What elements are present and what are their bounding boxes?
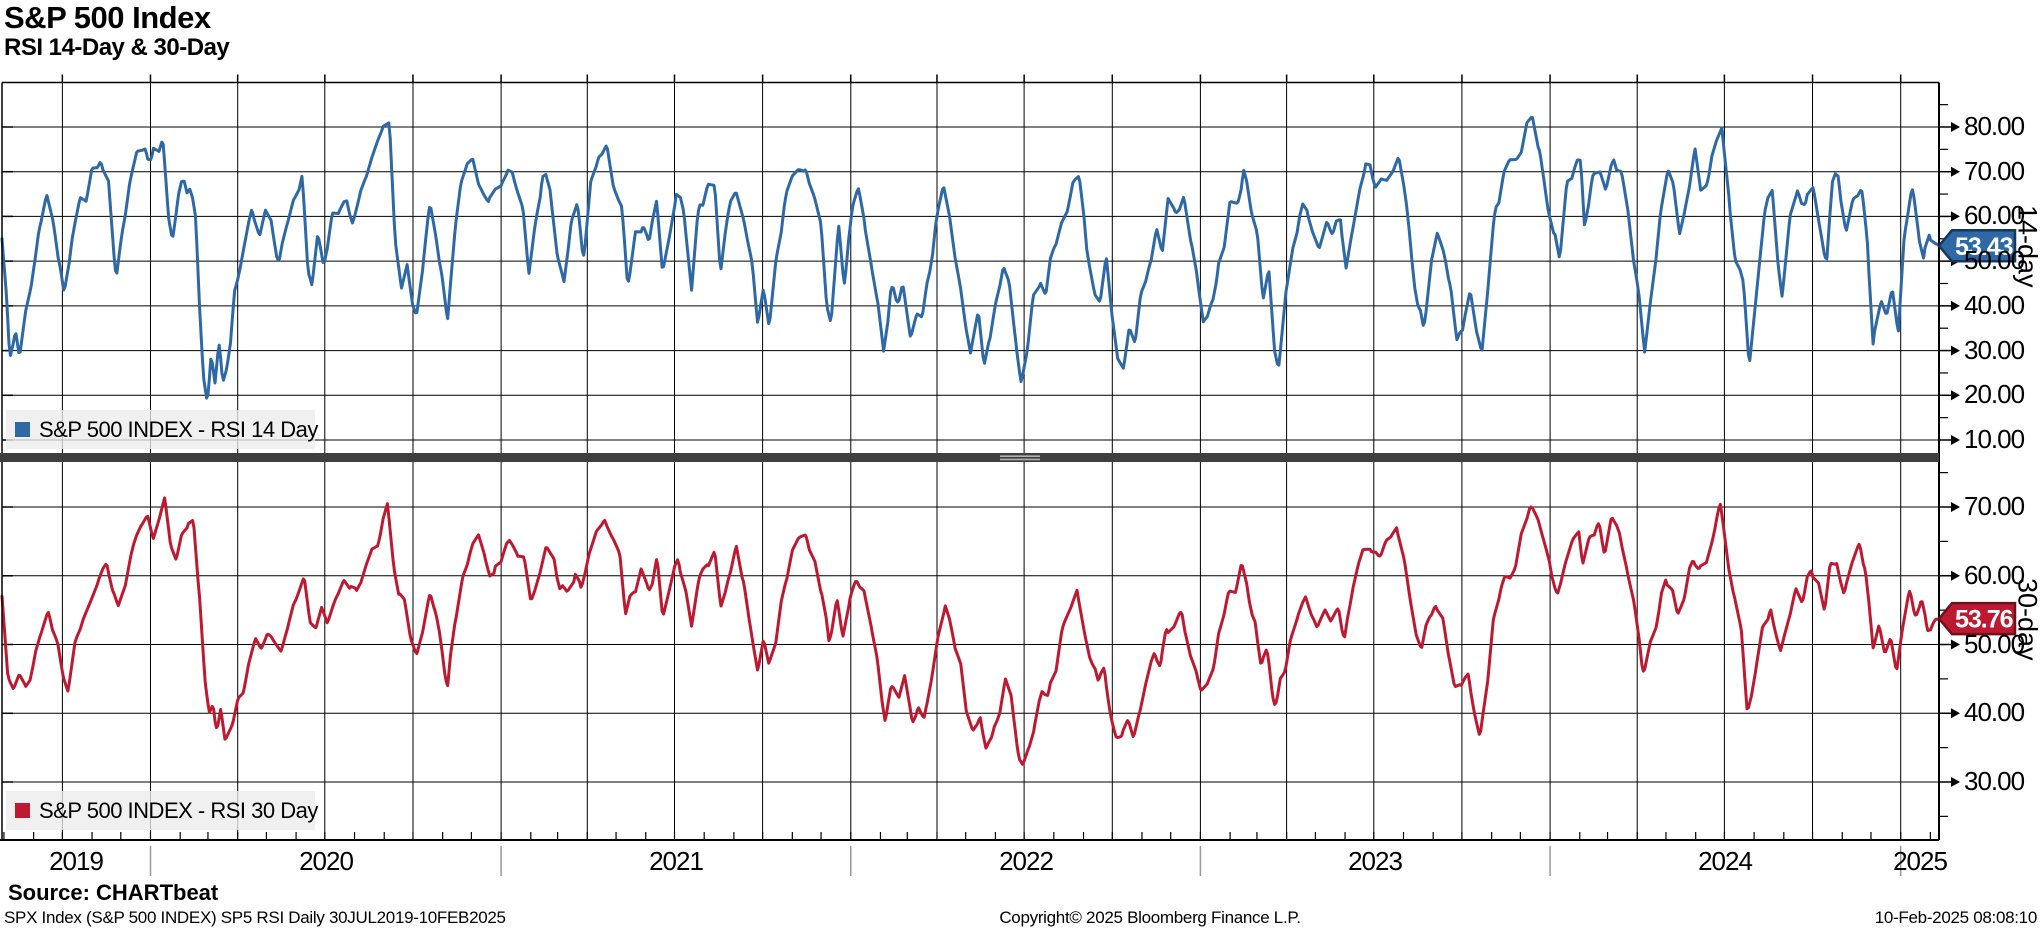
x-axis-year-label: 2020 [299,846,354,876]
value-tag-rsi30: 53.76 [1937,601,2017,636]
y-tick-label-rsi14: 20.00 [1964,379,2025,409]
legend-rsi-14day[interactable]: S&P 500 INDEX - RSI 14 Day [6,410,318,449]
source-note: Source: CHARTbeat [8,880,219,905]
y-tick-label-rsi14: 10.00 [1964,424,2025,454]
separator-grip-handle[interactable] [1000,455,1040,461]
panel-axis-title-rsi30: 30-day [2012,577,2041,661]
x-axis-year-label: 2024 [1698,846,1753,876]
y-tick-label-rsi14: 50.00 [1964,245,2025,275]
legend-label: S&P 500 INDEX - RSI 14 Day [39,416,318,442]
panel-separator [0,453,1939,462]
y-tick-label-rsi30: 30.00 [1964,766,2025,796]
page-title: S&P 500 Index [4,0,211,35]
y-tick-label-rsi14: 30.00 [1964,335,2025,365]
y-tick-label-rsi14: 70.00 [1964,156,2025,186]
y-tick-label-rsi30: 60.00 [1964,560,2025,590]
legend-swatch-blue [15,422,30,437]
timestamp: 10-Feb-2025 08:08:10 [1874,908,2038,927]
panel-axis-title-rsi14: 14-day [2012,204,2041,288]
vertical-gridlines [61,82,1902,840]
x-axis-year-label: 2025 [1893,846,1948,876]
svg-text:53.43: 53.43 [1955,233,2013,261]
svg-text:53.76: 53.76 [1955,606,2013,634]
legend-swatch-red [15,803,30,818]
x-axis-year-label: 2019 [49,846,104,876]
axes [0,74,1960,876]
y-tick-label-rsi30: 40.00 [1964,697,2025,727]
line-rsi30 [0,496,1941,766]
y-tick-label-rsi14: 40.00 [1964,290,2025,320]
y-tick-label-rsi30: 70.00 [1964,491,2025,521]
x-axis-year-label: 2021 [649,846,704,876]
value-tag-rsi14: 53.43 [1937,229,2017,263]
horizontal-gridlines [2,126,1939,783]
line-rsi14 [0,116,1941,400]
y-tick-label-rsi14: 60.00 [1964,200,2025,230]
page-subtitle: RSI 14-Day & 30-Day [4,34,230,61]
x-axis-year-label: 2023 [1348,846,1403,876]
security-descriptor: SPX Index (S&P 500 INDEX) SP5 RSI Daily … [4,908,506,927]
y-tick-label-rsi30: 50.00 [1964,629,2025,659]
y-tick-label-rsi14: 80.00 [1964,111,2025,141]
legend-rsi-30day[interactable]: S&P 500 INDEX - RSI 30 Day [6,791,318,830]
x-axis-year-label: 2022 [999,846,1054,876]
legend-label: S&P 500 INDEX - RSI 30 Day [39,797,318,823]
series-lines [0,116,1941,766]
copyright-note: Copyright© 2025 Bloomberg Finance L.P. [999,908,1301,927]
